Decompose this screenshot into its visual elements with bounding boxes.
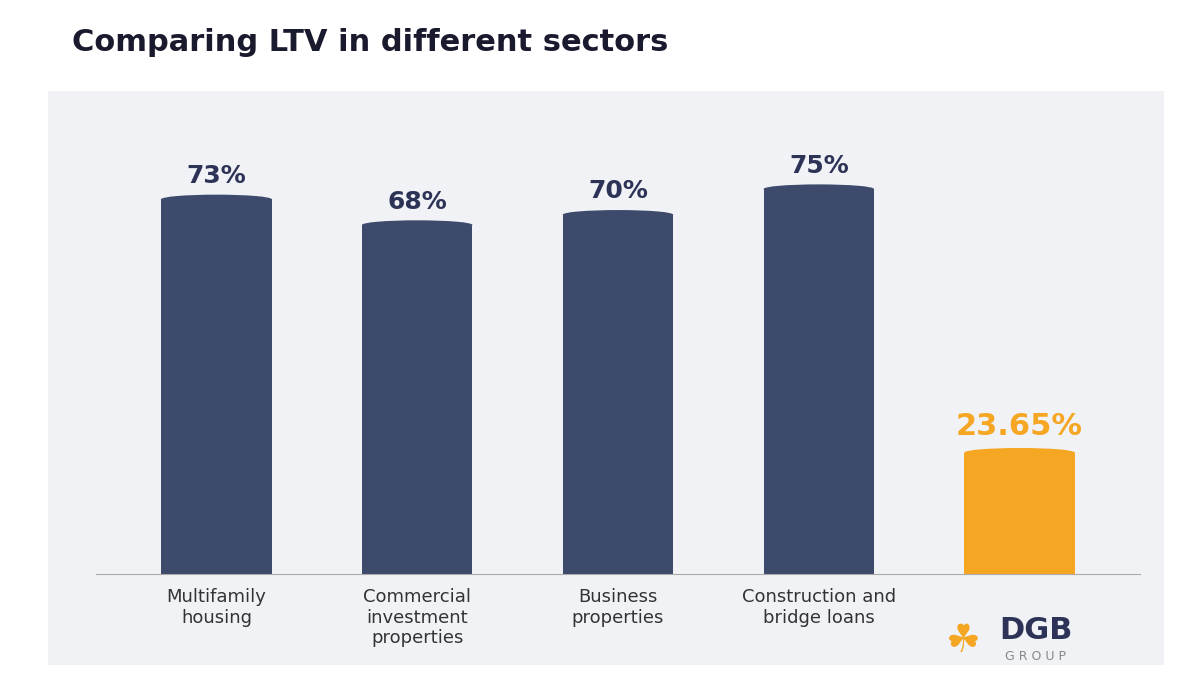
Bar [965,453,1075,574]
FancyBboxPatch shape [25,80,1187,676]
Text: G R O U P: G R O U P [1006,650,1066,663]
Ellipse shape [161,195,271,204]
Text: 23.65%: 23.65% [956,412,1084,441]
Text: 70%: 70% [588,179,648,204]
Ellipse shape [763,184,874,194]
Text: DGB: DGB [998,616,1073,645]
Text: 73%: 73% [186,164,246,188]
Ellipse shape [563,210,673,219]
Bar [161,199,271,574]
Bar [362,225,473,574]
Text: 68%: 68% [388,190,448,214]
Bar [563,215,673,574]
Bar [763,189,874,574]
Text: ☘: ☘ [946,622,980,659]
Ellipse shape [965,448,1075,457]
Text: 75%: 75% [788,154,848,178]
Ellipse shape [362,220,473,230]
Text: Comparing LTV in different sectors: Comparing LTV in different sectors [72,28,668,57]
